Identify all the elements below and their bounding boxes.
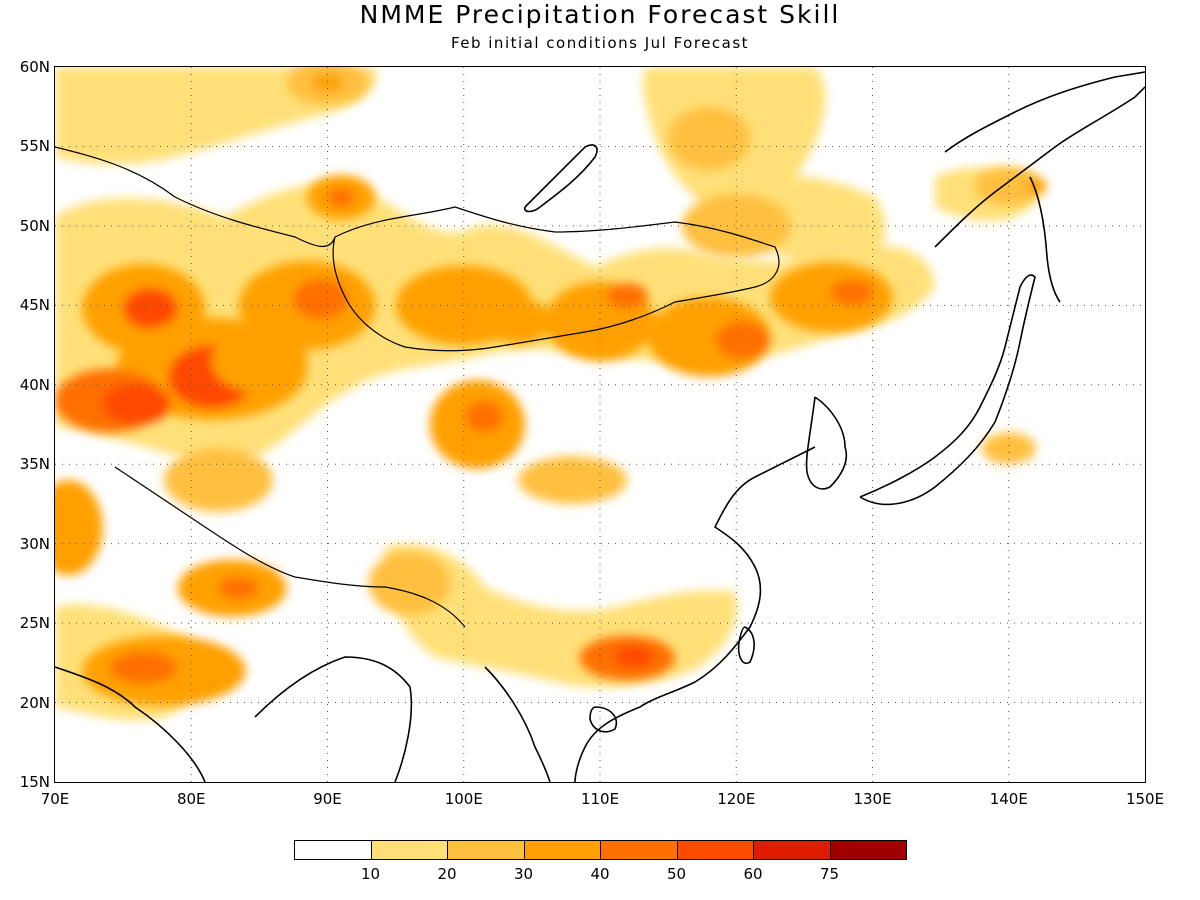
skill-region-37 bbox=[981, 432, 1036, 465]
coastline-east-russia bbox=[934, 86, 1145, 248]
coastline-hainan bbox=[589, 706, 617, 733]
coastline-india bbox=[55, 666, 206, 782]
legend-color-box bbox=[447, 840, 525, 860]
skill-region-9 bbox=[327, 187, 355, 207]
coastline-bay-of-bengal bbox=[254, 656, 413, 782]
legend-tick-label: 30 bbox=[513, 865, 534, 883]
coastline-taiwan bbox=[737, 626, 755, 664]
skill-region-28 bbox=[164, 448, 273, 512]
map-subtitle: Feb initial conditions Jul Forecast bbox=[450, 34, 750, 52]
lon-tick-label: 110E bbox=[580, 790, 620, 808]
legend-color-box bbox=[600, 840, 678, 860]
legend-color-box bbox=[523, 840, 601, 860]
lat-tick-label: 25N bbox=[19, 614, 50, 633]
coastline-japan bbox=[859, 274, 1036, 506]
lat-tick-label: 40N bbox=[19, 375, 50, 394]
skill-region-27 bbox=[55, 480, 103, 576]
skill-region-34 bbox=[681, 194, 791, 258]
lon-tick-label: 150E bbox=[1125, 790, 1165, 808]
legend-color-box bbox=[370, 840, 448, 860]
lat-tick-label: 55N bbox=[19, 137, 50, 156]
lat-tick-label: 35N bbox=[19, 455, 50, 474]
legend-tick-label: 75 bbox=[819, 865, 840, 883]
lat-tick-label: 20N bbox=[19, 693, 50, 712]
skill-region-31 bbox=[311, 73, 344, 93]
coastline-china bbox=[574, 446, 816, 782]
skill-region-16 bbox=[715, 321, 771, 360]
skill-region-1 bbox=[123, 287, 178, 330]
skill-region-33 bbox=[368, 551, 451, 616]
lat-tick-label: 50N bbox=[19, 216, 50, 235]
lat-tick-label: 60N bbox=[19, 58, 50, 76]
skill-region-32 bbox=[518, 456, 628, 504]
skill-region-20 bbox=[465, 400, 504, 433]
lat-tick-label: 15N bbox=[19, 773, 50, 791]
coastlines bbox=[55, 71, 1145, 782]
lat-tick-label: 45N bbox=[19, 296, 50, 315]
coastline-indochina bbox=[484, 666, 551, 782]
lake-baikal bbox=[523, 144, 598, 213]
legend-color-box bbox=[829, 840, 907, 860]
legend-tick-label: 10 bbox=[360, 865, 381, 883]
lon-tick-label: 90E bbox=[313, 790, 342, 808]
legend-tick-label: 60 bbox=[743, 865, 763, 883]
skill-region-12 bbox=[484, 298, 553, 344]
skill-region-29 bbox=[668, 106, 750, 171]
skill-region-26 bbox=[614, 645, 654, 668]
skill-region-17 bbox=[770, 262, 893, 333]
legend-color-box bbox=[294, 840, 372, 860]
lon-tick-label: 80E bbox=[176, 790, 206, 808]
legend-tick-label: 20 bbox=[437, 865, 457, 883]
legend-tick-label: 40 bbox=[590, 865, 610, 883]
lon-tick-label: 70E bbox=[40, 790, 70, 808]
lon-tick-label: 140E bbox=[989, 790, 1028, 808]
lon-tick-label: 100E bbox=[444, 790, 483, 808]
border-mongolia bbox=[332, 206, 780, 352]
skill-map bbox=[55, 67, 1145, 782]
legend-color-box bbox=[676, 840, 754, 860]
lon-tick-label: 120E bbox=[717, 790, 756, 808]
legend-tick-label: 50 bbox=[666, 865, 687, 883]
skill-region-36 bbox=[1025, 178, 1047, 195]
skill-region-7 bbox=[293, 278, 348, 320]
map-frame bbox=[55, 67, 1145, 782]
skill-region-5 bbox=[102, 383, 171, 425]
color-legend bbox=[294, 840, 907, 862]
skill-region-18 bbox=[830, 279, 874, 306]
legend-color-box bbox=[753, 840, 831, 860]
skill-region-10 bbox=[211, 329, 308, 393]
coastline-korea bbox=[805, 396, 848, 490]
border-himalaya bbox=[114, 466, 466, 628]
skill-region-14 bbox=[606, 283, 648, 309]
coastline-okhotsk-north bbox=[944, 71, 1145, 153]
coastline-sakhalin bbox=[1029, 176, 1061, 303]
lon-tick-label: 130E bbox=[853, 790, 892, 808]
lat-tick-label: 30N bbox=[19, 534, 50, 553]
border-kazakhstan bbox=[55, 146, 336, 247]
skill-region-22 bbox=[109, 651, 178, 684]
map-title: NMME Precipitation Forecast Skill bbox=[359, 0, 841, 29]
skill-region-24 bbox=[218, 577, 260, 600]
gridlines bbox=[55, 67, 1145, 782]
